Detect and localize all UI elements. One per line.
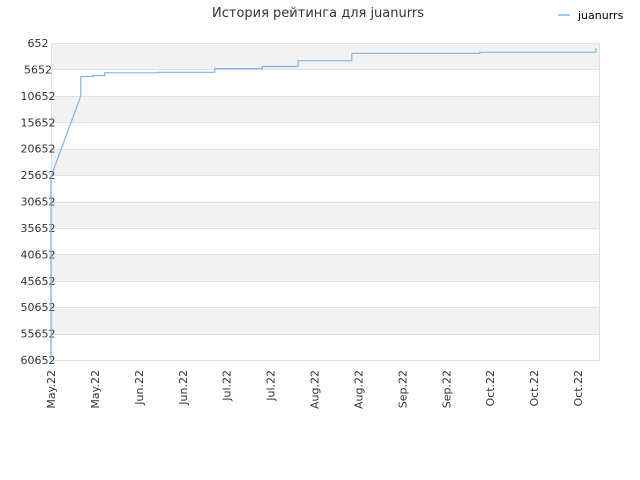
x-tick-label: Sep.22 (396, 370, 409, 408)
plot-band (51, 148, 600, 176)
plot-band (51, 201, 600, 228)
y-axis-ticks: 652 5652 10652 15652 20652 25652 30652 35652 406… (21, 37, 56, 367)
plot-band (51, 43, 600, 70)
x-tick-label: May.22 (89, 370, 102, 409)
y-tick-label: 652 (28, 37, 49, 50)
plot-bands (51, 43, 600, 334)
x-tick-label: May.22 (45, 370, 58, 409)
legend: juanurrs (558, 9, 624, 22)
y-tick-label: 30652 (21, 196, 56, 209)
y-tick-label: 45652 (21, 275, 56, 288)
x-tick-label: Jul.22 (265, 370, 278, 402)
x-tick-label: Jul.22 (221, 370, 234, 402)
x-tick-label: Jun.22 (133, 370, 146, 406)
x-tick-label: Sep.22 (440, 370, 453, 408)
x-tick-label: Jun.22 (177, 370, 190, 406)
x-tick-label: Aug.22 (352, 370, 365, 409)
x-tick-label: Oct.22 (528, 370, 541, 407)
y-tick-label: 40652 (21, 248, 56, 261)
y-tick-label: 55652 (21, 328, 56, 341)
y-tick-label: 10652 (21, 90, 56, 103)
x-tick-label: Oct.22 (484, 370, 497, 407)
y-tick-label: 25652 (21, 169, 56, 182)
chart-title: История рейтинга для juanurrs (212, 6, 424, 21)
plot-band (51, 95, 600, 123)
y-tick-label: 50652 (21, 301, 56, 314)
x-axis-ticks: May.22 May.22 Jun.22 Jun.22 Jul.22 Jul.22 Aug.… (45, 370, 585, 409)
plot-band (51, 307, 600, 334)
grid-lines (51, 43, 600, 361)
y-tick-label: 35652 (21, 222, 56, 235)
x-tick-label: Oct.22 (572, 370, 585, 407)
y-tick-label: 20652 (21, 143, 56, 156)
series-group (50, 48, 597, 360)
y-tick-label: 60652 (21, 354, 56, 367)
series-line-juanurrs (50, 48, 597, 360)
y-tick-label: 5652 (24, 63, 52, 76)
legend-label: juanurrs (577, 9, 624, 22)
x-tick-label: Aug.22 (309, 370, 322, 409)
y-tick-label: 15652 (21, 116, 56, 129)
plot-band (51, 254, 600, 281)
